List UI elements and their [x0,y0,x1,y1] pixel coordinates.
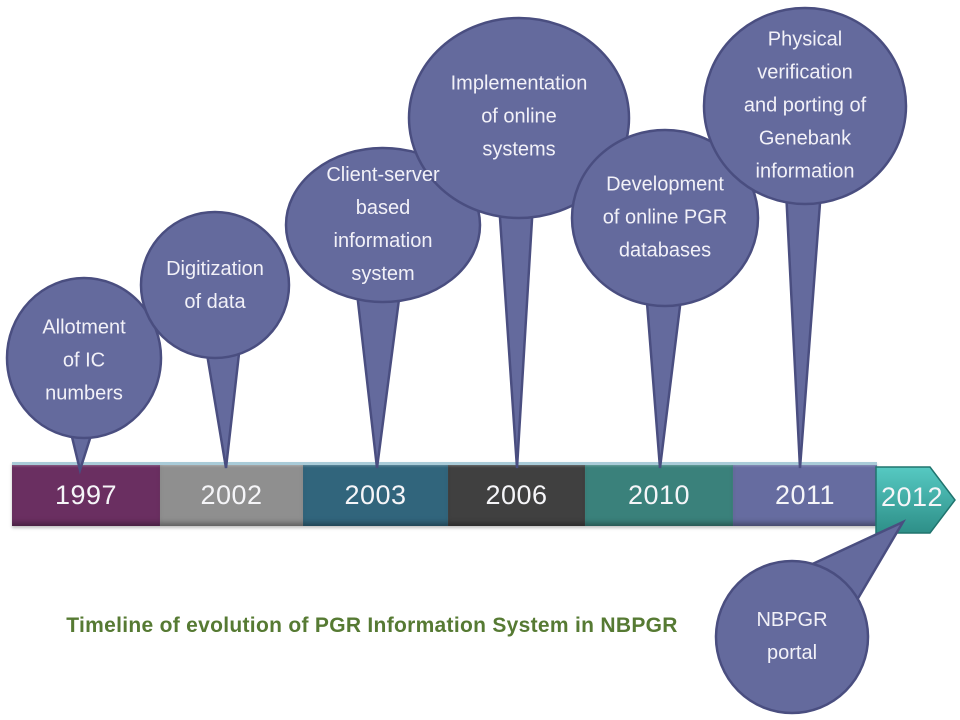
balloon-nbpgr-portal [714,519,907,715]
balloon-text-digitization: Digitization of data [166,258,264,313]
year-label-1997: 1997 [54,480,118,510]
balloon-development-pgr-databases [570,128,760,469]
year-label-2010: 2010 [627,480,691,510]
timeline-arrow-2012 [875,466,956,534]
timeline-segment-1997: 1997 [12,465,160,526]
balloon-text-nbpgr-portal: NBPGR portal [756,609,828,664]
balloon-text-implementation: Implementation of online systems [450,72,588,161]
year-label-2006: 2006 [485,480,548,510]
balloon-text-development: Development of online PGR databases [602,173,728,262]
timeline-segment-2010: 2010 [585,465,733,526]
year-label-2002: 2002 [200,480,263,510]
balloon-allotment-of-ic-numbers [5,276,163,475]
balloon-implementation-online [407,16,631,469]
balloon-text-client-server: Client-server based information system [326,164,440,285]
year-label-2012: 2012 [880,481,944,512]
balloon-text-physical: Physical verification and porting of Gen… [743,28,867,183]
balloon-client-server-system [284,146,482,469]
balloon-physical-verification [702,6,908,469]
timeline-segment-2002: 2002 [160,465,303,526]
year-label-2003: 2003 [344,480,407,510]
balloon-digitization-of-data [139,210,291,469]
slide-caption: Timeline of evolution of PGR Information… [66,614,678,637]
timeline-segment-2006: 2006 [448,465,585,526]
timeline-segment-2011: 2011 [733,465,877,526]
arrow-shape [875,466,956,534]
timeline-segment-2003: 2003 [303,465,448,526]
balloon-text-allotment: Allotment of IC numbers [42,316,126,405]
year-label-2011: 2011 [774,480,836,510]
timeline-bar: 1997 2002 2003 2006 2010 2011 [12,462,877,526]
